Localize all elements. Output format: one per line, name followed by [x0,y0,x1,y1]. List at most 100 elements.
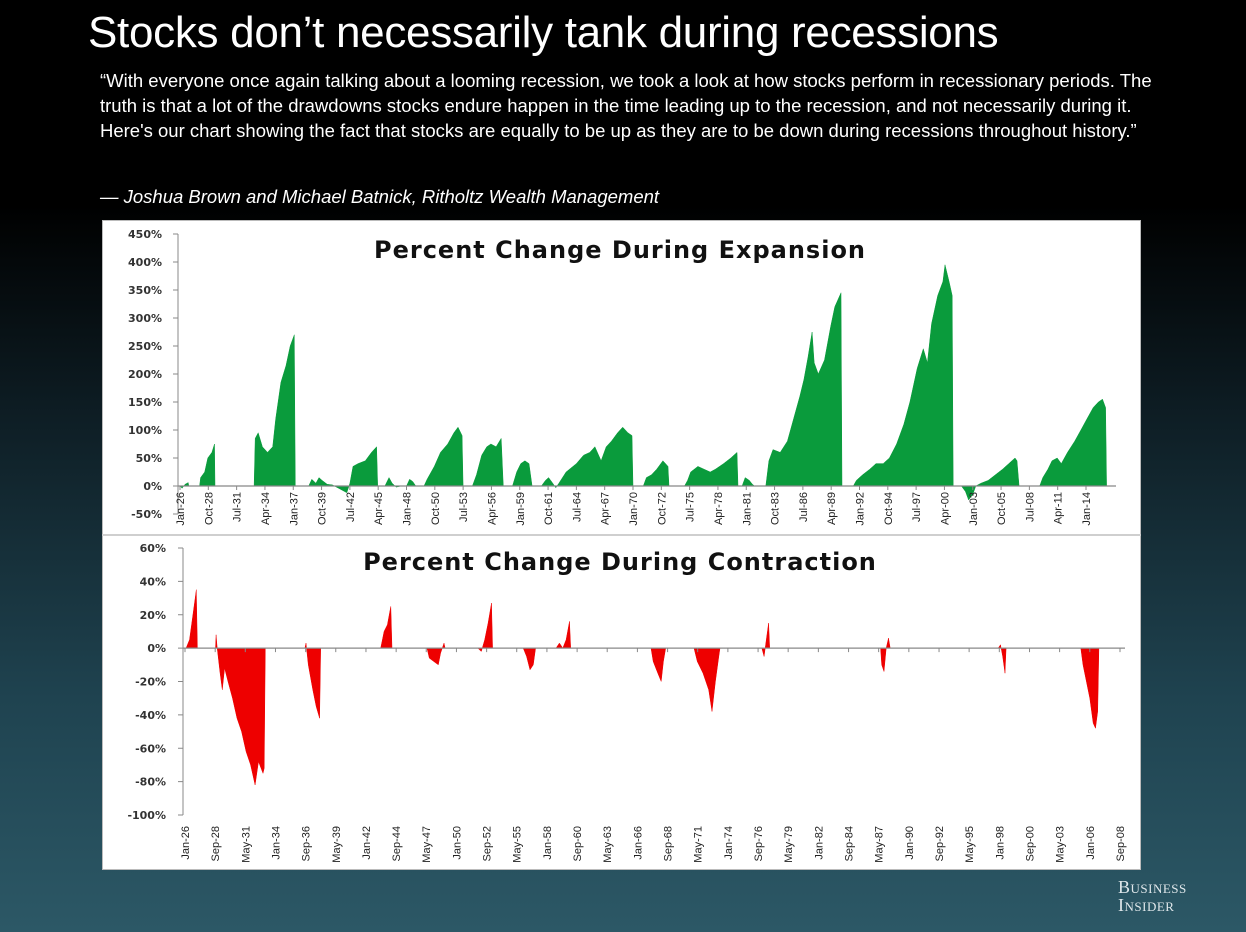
x-tick-label: Jan-26 [175,492,187,526]
x-tick-label: Apr-34 [260,492,272,525]
x-tick-label: Sep-44 [391,826,403,861]
x-tick-label: Jan-70 [628,492,640,526]
x-tick-label: Apr-67 [600,492,612,525]
contraction-chart: 60% 40% 20% 0% -20% -40% -60% -80% -100% Jan-26 Se… [127,542,1127,863]
y-tick-label: -80% [135,776,166,789]
x-tick-label: Jan-59 [515,492,527,526]
x-tick-label: Apr-11 [1053,492,1065,524]
x-tick-label: Jan-03 [968,492,980,526]
y-tick-label: -20% [135,676,166,689]
x-tick-label: Apr-45 [373,492,385,525]
x-tick-label: Sep-92 [934,826,946,861]
y-tick-label: 50% [136,452,162,465]
x-tick-label: May-79 [783,826,795,863]
area-segment [693,647,721,712]
x-tick-label: Oct-61 [543,492,555,525]
y-tick-label: 0% [147,642,166,655]
x-tick-label: Jul-97 [911,492,923,522]
x-tick-label: Jan-90 [904,826,916,860]
area-segment [555,621,571,649]
x-tick-label: Sep-28 [210,826,222,861]
x-tick-label: Jan-42 [361,826,373,860]
area-segment [522,647,536,671]
x-tick-label: Jan-37 [288,492,300,526]
x-tick-label: Jan-66 [632,826,644,860]
y-tick-label: 20% [140,609,166,622]
x-tick-label: Sep-60 [572,826,584,861]
x-tick-label: Jul-53 [458,492,470,522]
x-tick-label: May-39 [331,826,343,863]
x-tick-label: Jan-74 [723,826,735,860]
x-tick-label: Oct-28 [203,492,215,525]
area-segment [215,634,266,786]
x-tick-label: Sep-00 [1025,826,1037,861]
x-tick-label: May-71 [693,826,705,863]
x-tick-label: Jan-50 [451,826,463,860]
x-tick-label: Sep-36 [301,826,313,861]
area-segment [253,334,296,487]
x-tick-label: Jul-86 [798,492,810,522]
area-segment [512,460,533,487]
x-tick-label: May-63 [602,826,614,863]
area-segment [472,437,504,487]
expansion-chart: 450% 400% 350% 300% 250% 200% 150% 100% 50% 0% -50… [128,228,1116,526]
x-tick-label: Apr-56 [486,492,498,525]
x-tick-label: May-31 [240,826,252,863]
x-tick-label: Jul-31 [232,492,244,522]
y-tick-label: 40% [140,575,166,588]
x-tick-label: May-03 [1055,826,1067,863]
area-segment [741,477,756,487]
y-tick-label: 250% [128,340,162,353]
area-segment [380,606,393,649]
area-segment [540,426,634,489]
x-tick-label: Jan-34 [270,826,282,860]
page-title: Stocks don’t necessarily tank during rec… [88,8,999,57]
y-tick-label: 300% [128,312,162,325]
area-segment [477,603,493,652]
x-tick-label: May-87 [874,826,886,863]
x-tick-label: Jan-58 [542,826,554,860]
area-segment [423,426,464,487]
area-segment [761,623,770,657]
area-segment [1080,647,1100,730]
x-tick-label: Oct-94 [883,492,895,525]
x-tick-label: May-95 [964,826,976,863]
y-tick-label: -100% [127,809,166,822]
x-tick-label: May-55 [512,826,524,863]
area-segment [650,647,666,682]
x-tick-label: Jul-08 [1024,492,1036,522]
x-tick-label: Jul-42 [345,492,357,522]
quote-text: “With everyone once again talking about … [100,70,1152,141]
x-tick-label: Apr-78 [713,492,725,525]
area-segment [960,457,1020,501]
y-tick-label: 350% [128,284,162,297]
area-segment [852,264,954,487]
x-tick-label: Oct-05 [996,492,1008,525]
area-segment [642,460,670,487]
x-tick-label: Oct-39 [317,492,329,525]
chart-panel [102,220,1141,870]
x-tick-label: Oct-83 [770,492,782,525]
y-tick-label: 0% [143,480,162,493]
x-tick-label: Jan-14 [1081,492,1093,526]
area-segment [426,642,446,666]
x-tick-label: Oct-50 [430,492,442,525]
area-segment [880,638,891,672]
x-tick-label: Jan-98 [994,826,1006,860]
area-segment [765,292,843,487]
x-tick-label: Jul-75 [685,492,697,522]
area-segment [185,589,198,649]
chart-divider [102,534,1141,536]
area-segment [1039,398,1107,487]
y-tick-label: -60% [135,742,166,755]
quote-attribution: — Joshua Brown and Michael Batnick, Rith… [100,186,660,207]
business-insider-logo: Business Insider [1118,878,1187,914]
logo-line-1: Business [1118,877,1187,897]
y-tick-label: 450% [128,228,162,241]
x-tick-label: Jan-82 [813,826,825,860]
x-tick-label: Sep-84 [844,826,856,861]
x-tick-label: Jan-26 [180,826,192,860]
y-tick-label: 60% [140,542,166,555]
x-tick-label: Jan-81 [741,492,753,526]
